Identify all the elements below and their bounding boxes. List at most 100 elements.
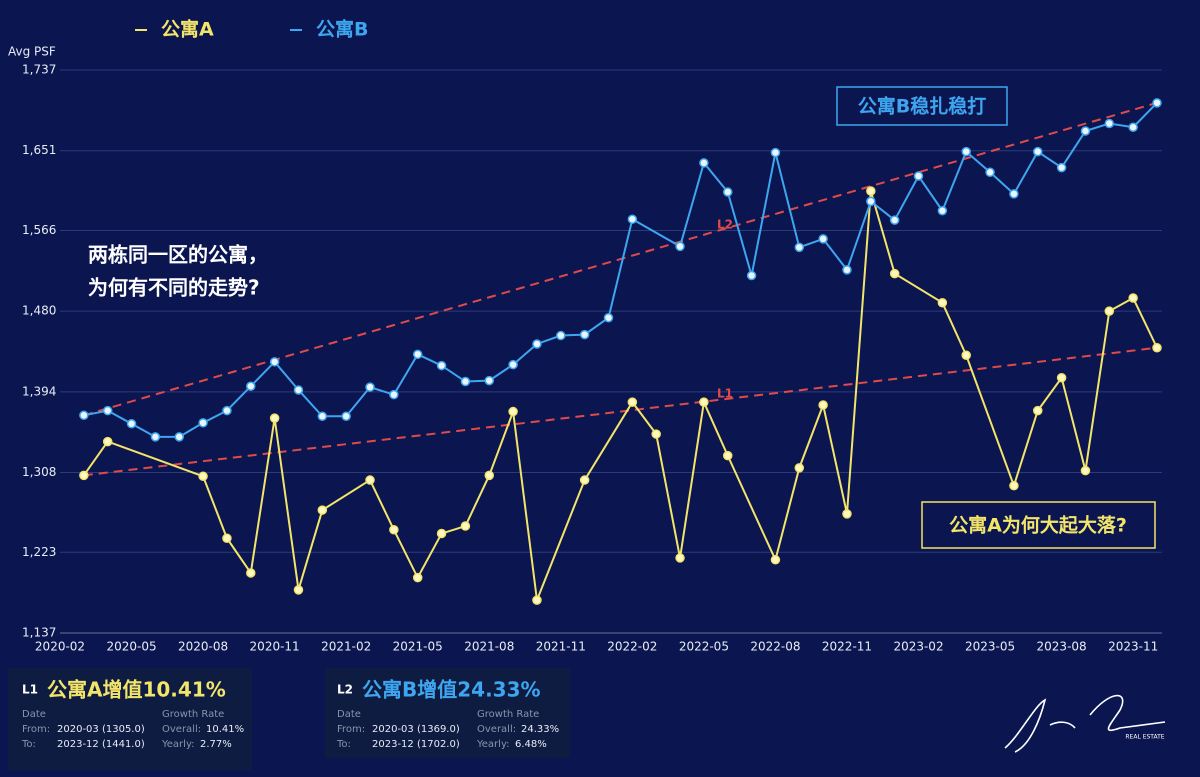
info-overall: Overall: [477, 724, 516, 735]
point [79, 410, 89, 421]
point [937, 206, 948, 216]
point [532, 595, 542, 605]
annotation: 两栋同一区的公寓， [88, 243, 268, 267]
point [675, 241, 685, 252]
annotation: 公寓B稳扎稳打 [858, 95, 986, 118]
point [866, 196, 876, 207]
y-tick-label: 1,394 [22, 384, 56, 398]
y-tick-label: 1,651 [22, 143, 56, 157]
x-tick-label: 2021-08 [464, 640, 514, 654]
point [460, 521, 471, 531]
x-tick-label: 2023-11 [1108, 640, 1158, 654]
point [484, 470, 495, 481]
x-tick-label: 2023-05 [965, 640, 1015, 654]
point [389, 389, 399, 400]
point [341, 411, 351, 421]
info-to: To: [21, 739, 36, 750]
x-tick-label: 2021-11 [536, 640, 586, 654]
trend-label: L1 [717, 387, 733, 401]
point [722, 450, 733, 461]
info-from: From: [22, 724, 50, 735]
point [269, 357, 280, 367]
x-tick-label: 2021-02 [321, 640, 371, 654]
point [484, 375, 495, 386]
x-tick-label: 2022-02 [607, 640, 657, 654]
info-yearly-value: 2.77% [200, 739, 232, 750]
point [508, 359, 518, 370]
point [627, 397, 638, 407]
point [1080, 126, 1091, 136]
y-tick-label: 1,480 [22, 304, 56, 318]
y-axis-label: Avg PSF [8, 45, 56, 59]
point [269, 413, 280, 423]
point [770, 555, 781, 565]
point [1009, 189, 1019, 199]
x-tick-label: 2022-08 [750, 640, 800, 654]
point [293, 585, 304, 595]
point [1033, 146, 1043, 157]
point [198, 471, 208, 482]
point [866, 186, 876, 196]
point [246, 568, 256, 578]
x-tick-label: 2021-05 [393, 640, 443, 654]
point [150, 432, 161, 442]
annotation: 公寓A为何大起大落? [949, 514, 1127, 537]
point [818, 234, 828, 244]
point [1009, 480, 1019, 491]
x-tick-label: 2020-05 [106, 640, 156, 654]
point [794, 463, 805, 473]
point [675, 553, 685, 563]
trend-label: L2 [717, 217, 733, 231]
annotation: 为何有不同的走势? [88, 276, 260, 300]
point [126, 419, 137, 429]
point [508, 406, 518, 417]
x-tick-label: 2023-08 [1037, 640, 1087, 654]
y-tick-label: 1,137 [22, 626, 56, 640]
point [1128, 122, 1138, 132]
info-tag: L1 [22, 683, 38, 697]
info-yearly-value: 6.48% [515, 739, 547, 750]
point [317, 411, 328, 421]
point [102, 436, 113, 447]
annotation-box [836, 86, 1008, 126]
info-to: To: [336, 739, 351, 750]
point [770, 147, 781, 158]
point [532, 339, 542, 349]
point [460, 376, 471, 387]
info-box [325, 668, 570, 758]
point [699, 397, 709, 407]
legend-label: 公寓A [161, 18, 214, 41]
info-to-value: 2023-12 (1441.0) [57, 739, 145, 750]
point [1056, 162, 1067, 173]
point [937, 297, 948, 308]
info-from-value: 2020-03 (1305.0) [57, 724, 145, 735]
point [436, 360, 447, 371]
info-date: Date [22, 709, 46, 720]
point [293, 385, 304, 395]
info-yearly: Yearly: [161, 739, 195, 750]
point [818, 400, 828, 410]
point [102, 405, 113, 416]
point [174, 432, 184, 442]
y-tick-label: 1,737 [22, 63, 56, 77]
point [1152, 342, 1162, 353]
point [1080, 465, 1091, 476]
info-overall-value: 10.41% [206, 724, 244, 735]
point [389, 525, 399, 535]
point [1104, 118, 1115, 129]
info-rate: Growth Rate [477, 709, 539, 720]
info-tag: L2 [337, 683, 353, 697]
point [961, 350, 971, 361]
info-rate: Growth Rate [162, 709, 224, 720]
point [579, 475, 590, 485]
info-to-value: 2023-12 (1702.0) [372, 739, 460, 750]
point [889, 268, 900, 279]
legend-label: 公寓B [316, 18, 368, 41]
point [317, 505, 328, 515]
point [985, 167, 995, 178]
logo-sub: REAL ESTATE [1125, 734, 1164, 741]
point [365, 475, 375, 485]
point [699, 158, 709, 168]
point [913, 171, 924, 181]
